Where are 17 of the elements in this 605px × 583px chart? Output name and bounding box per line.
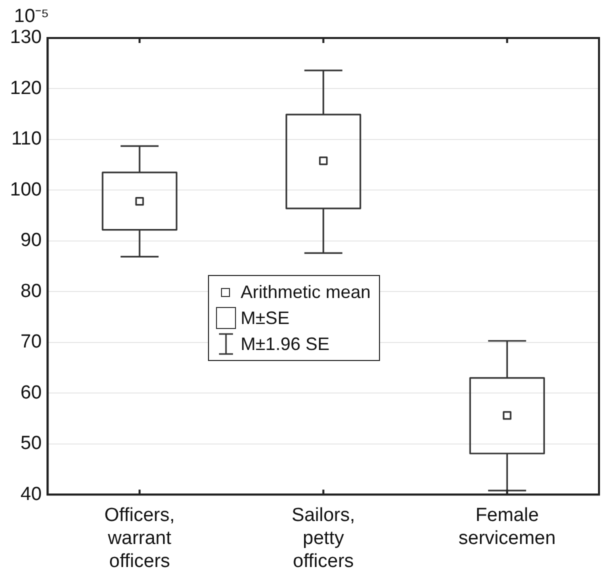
y-tick-label: 80: [20, 280, 42, 302]
y-tick-label: 110: [11, 128, 42, 150]
x-tick-label: Female servicemen: [458, 505, 556, 550]
annotation: Arithmetic mean: [240, 282, 371, 303]
y-tick-label: 130: [10, 27, 42, 48]
x-tick-label: Officers, warrant officers: [104, 505, 175, 572]
y-tick-label: 50: [20, 433, 42, 454]
y-axis-title: 10⁻⁵: [14, 5, 50, 28]
y-tick-label: 40: [20, 484, 42, 505]
x-tick-label: Sailors, petty officers: [292, 505, 356, 572]
y-tick-label: 70: [20, 332, 42, 353]
y-tick-label: 100: [10, 179, 42, 200]
y-tick-label: 60: [20, 382, 42, 404]
annotation: M±SE: [240, 308, 290, 329]
y-tick-label: 120: [10, 78, 42, 99]
y-tick-label: 90: [20, 230, 42, 252]
annotation: M±1.96 SE: [240, 334, 330, 355]
